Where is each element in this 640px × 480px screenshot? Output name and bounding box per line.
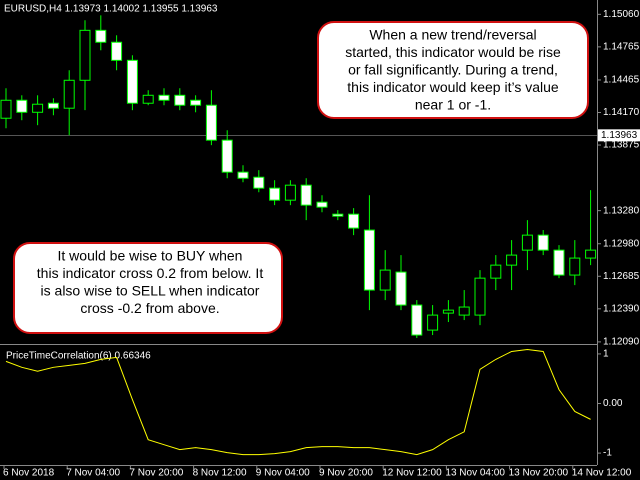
x-tick-label: 9 Nov 20:00 — [319, 468, 373, 479]
candle-body — [158, 94, 170, 101]
annotation-box — [317, 21, 589, 119]
indicator-title: PriceTimeCorrelation(6) 0.66346 — [6, 351, 151, 362]
annotation-text: this indicator would keep it’s value — [347, 79, 559, 95]
candle-body — [537, 234, 549, 251]
candle-body — [47, 102, 59, 109]
annotation-text: is also wise to SELL when indicator — [41, 283, 260, 299]
candle-body — [95, 29, 107, 43]
candle-body — [363, 229, 375, 291]
candle-body — [174, 94, 186, 106]
current-price-label: 1.13963 — [601, 130, 638, 141]
indicator-line — [5, 348, 591, 456]
x-tick-label: 7 Nov 20:00 — [129, 468, 183, 479]
candle-body — [427, 314, 439, 331]
candle-body — [126, 59, 138, 104]
candle-body — [585, 249, 597, 259]
annotation-text: started, this indicator would be rise — [345, 44, 561, 60]
x-tick-label: 7 Nov 04:00 — [66, 468, 120, 479]
y-tick-label: 1.12090 — [603, 337, 640, 348]
annotation-text: or fall significantly. During a trend, — [348, 62, 558, 78]
candle-body — [521, 234, 533, 251]
annotation-text: near 1 or -1. — [415, 97, 491, 113]
candle-body — [332, 213, 344, 217]
annotation-text: this indicator cross 0.2 from below. It — [37, 265, 264, 281]
candle-body — [395, 271, 407, 306]
candle-body — [379, 269, 391, 291]
candle-body — [553, 249, 565, 276]
y-tick-label: 1.15060 — [603, 9, 640, 20]
candle-body — [79, 29, 91, 81]
candle-body — [190, 99, 202, 106]
y-tick-label: 1.14765 — [603, 42, 640, 53]
candle-body — [63, 79, 75, 109]
candle-body — [142, 94, 154, 104]
x-tick-label: 13 Nov 04:00 — [445, 468, 505, 479]
x-tick-label: 8 Nov 12:00 — [193, 468, 247, 479]
annotation-text: cross -0.2 from above. — [80, 300, 219, 316]
symbol-header: EURUSD,H4 1.13973 1.14002 1.13955 1.1396… — [4, 4, 218, 15]
y-tick-label: 1 — [603, 349, 609, 360]
x-tick-label: 13 Nov 20:00 — [509, 468, 569, 479]
candle-body — [253, 176, 265, 189]
candle-body — [458, 306, 470, 316]
candle-body — [300, 184, 312, 206]
candle-body — [111, 41, 123, 61]
x-tick-label: 12 Nov 12:00 — [382, 468, 442, 479]
candle-body — [269, 187, 281, 201]
y-tick-label: 1.13280 — [603, 205, 640, 216]
candle-body — [237, 171, 249, 179]
y-tick-label: 0.00 — [603, 398, 623, 409]
candle-body — [474, 277, 486, 316]
y-tick-label: 1.13875 — [603, 140, 640, 151]
annotation-text: It would be wise to BUY when — [58, 248, 243, 264]
candle-body — [32, 103, 44, 113]
y-tick-label: 1.12390 — [603, 303, 640, 314]
candle-body — [490, 264, 502, 279]
annotation-box — [13, 242, 283, 334]
candle-body — [411, 304, 423, 336]
x-tick-label: 6 Nov 2018 — [3, 468, 55, 479]
candle-body — [0, 99, 12, 119]
x-tick-label: 14 Nov 12:00 — [572, 468, 632, 479]
current-price-box — [598, 129, 640, 142]
y-tick-label: 1.14170 — [603, 107, 640, 118]
y-tick-label: 1.14465 — [603, 75, 640, 86]
candle-body — [316, 201, 328, 208]
y-tick-label: 1.12685 — [603, 271, 640, 282]
candle-body — [221, 139, 233, 173]
candle-body — [284, 184, 296, 201]
candle-body — [205, 104, 217, 141]
y-tick-label: 1.12980 — [603, 238, 640, 249]
x-tick-label: 9 Nov 04:00 — [256, 468, 310, 479]
y-tick-label: -1 — [603, 448, 612, 459]
candle-body — [569, 257, 581, 276]
candle-body — [348, 213, 360, 229]
candle-body — [442, 309, 454, 314]
candle-body — [16, 99, 28, 113]
annotation-text: When a new trend/reversal — [369, 27, 536, 43]
candle-body — [506, 254, 518, 266]
